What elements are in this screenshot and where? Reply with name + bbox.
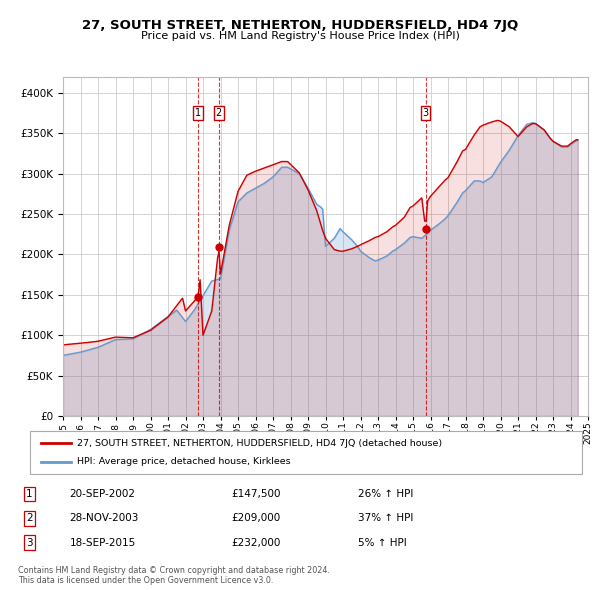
Text: This data is licensed under the Open Government Licence v3.0.: This data is licensed under the Open Gov… — [18, 576, 274, 585]
Text: 26% ↑ HPI: 26% ↑ HPI — [358, 489, 413, 499]
Text: HPI: Average price, detached house, Kirklees: HPI: Average price, detached house, Kirk… — [77, 457, 290, 466]
Text: 2: 2 — [26, 513, 32, 523]
Text: £232,000: £232,000 — [231, 537, 280, 548]
Text: 37% ↑ HPI: 37% ↑ HPI — [358, 513, 413, 523]
Text: 1: 1 — [26, 489, 32, 499]
Text: 3: 3 — [422, 108, 428, 118]
Text: 27, SOUTH STREET, NETHERTON, HUDDERSFIELD, HD4 7JQ: 27, SOUTH STREET, NETHERTON, HUDDERSFIEL… — [82, 19, 518, 32]
Text: 2: 2 — [215, 108, 222, 118]
FancyBboxPatch shape — [30, 431, 582, 474]
Text: 27, SOUTH STREET, NETHERTON, HUDDERSFIELD, HD4 7JQ (detached house): 27, SOUTH STREET, NETHERTON, HUDDERSFIEL… — [77, 439, 442, 448]
Text: £147,500: £147,500 — [231, 489, 280, 499]
Text: 5% ↑ HPI: 5% ↑ HPI — [358, 537, 406, 548]
Text: 28-NOV-2003: 28-NOV-2003 — [70, 513, 139, 523]
Text: 1: 1 — [195, 108, 201, 118]
Text: 20-SEP-2002: 20-SEP-2002 — [70, 489, 136, 499]
Text: Price paid vs. HM Land Registry's House Price Index (HPI): Price paid vs. HM Land Registry's House … — [140, 31, 460, 41]
Text: 3: 3 — [26, 537, 32, 548]
Text: £209,000: £209,000 — [231, 513, 280, 523]
Text: Contains HM Land Registry data © Crown copyright and database right 2024.: Contains HM Land Registry data © Crown c… — [18, 566, 330, 575]
Text: 18-SEP-2015: 18-SEP-2015 — [70, 537, 136, 548]
